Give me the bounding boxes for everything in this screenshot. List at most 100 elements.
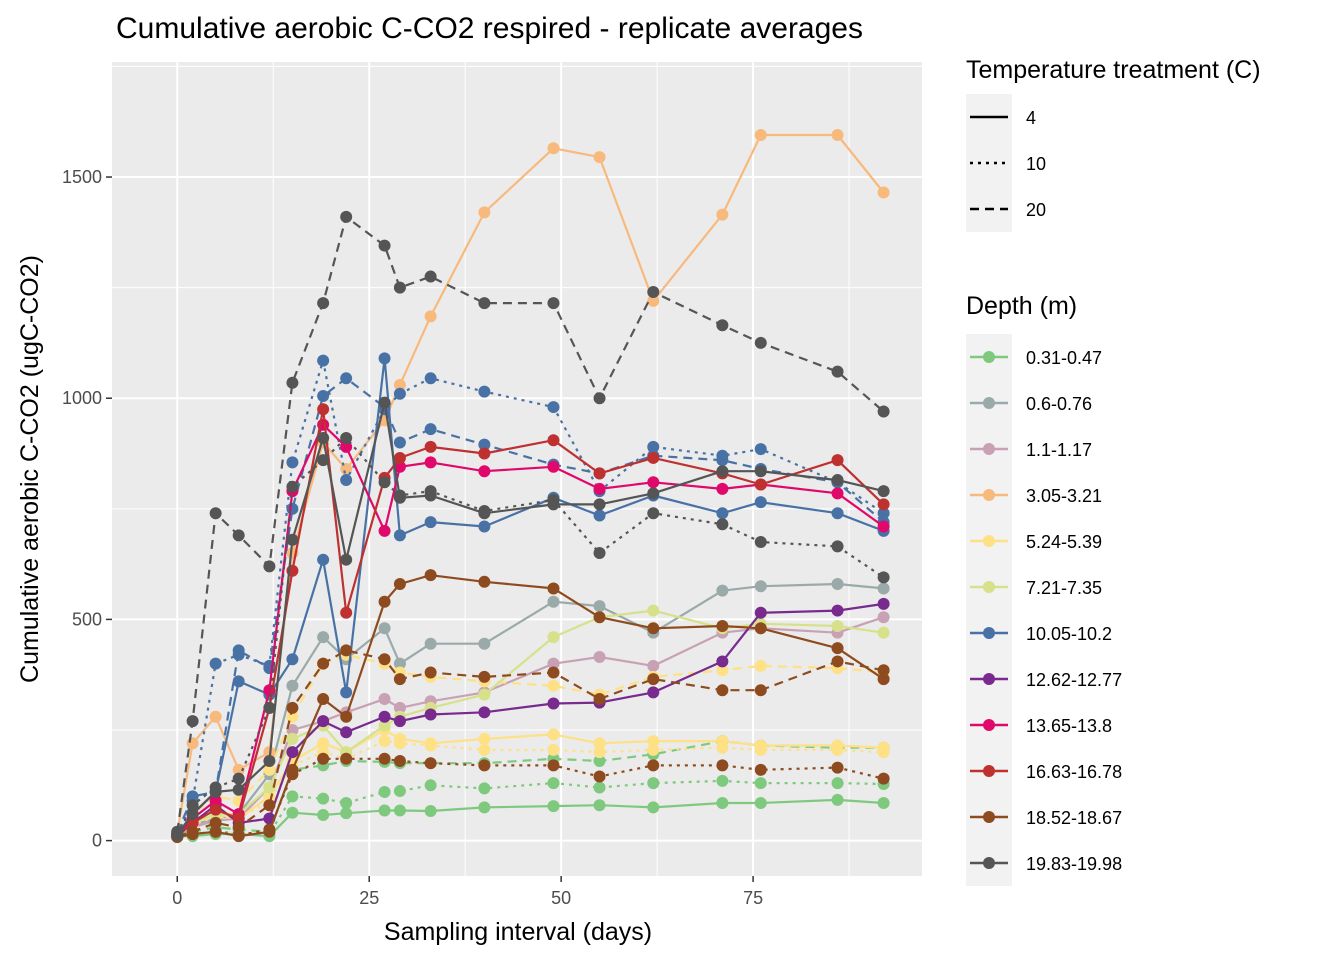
data-point [593, 781, 606, 794]
data-point [186, 715, 199, 728]
data-point [593, 547, 606, 560]
chart-title: Cumulative aerobic C-CO2 respired - repl… [116, 12, 863, 45]
data-point [340, 463, 353, 475]
data-point [478, 688, 491, 701]
data-point [593, 754, 606, 767]
x-tick-label: 75 [743, 888, 763, 908]
data-point [647, 801, 660, 814]
data-point [424, 516, 437, 529]
data-point [716, 482, 729, 495]
data-point [340, 644, 353, 657]
data-point [340, 553, 353, 566]
data-point [547, 582, 560, 595]
data-point [286, 790, 299, 803]
data-point [547, 460, 560, 473]
data-point [478, 801, 491, 814]
legend-depth-label: 12.62-12.77 [1026, 670, 1122, 690]
data-point [547, 697, 560, 710]
data-point [877, 405, 890, 418]
data-point [716, 507, 729, 520]
data-point [286, 502, 299, 515]
data-point [754, 622, 767, 635]
data-point [647, 659, 660, 672]
data-point [754, 606, 767, 619]
data-point [340, 432, 353, 445]
data-point [547, 493, 560, 506]
data-point [317, 432, 330, 445]
data-point [593, 498, 606, 511]
data-point [593, 509, 606, 522]
data-point [186, 799, 199, 812]
data-point [647, 735, 660, 748]
data-point [317, 808, 330, 821]
data-point [378, 476, 391, 489]
data-point [232, 812, 245, 825]
data-point [547, 777, 560, 790]
data-point [424, 779, 437, 792]
data-point [317, 390, 330, 403]
data-point [424, 485, 437, 498]
data-point [754, 478, 767, 491]
legend-depth-label: 5.24-5.39 [1026, 532, 1102, 552]
legend-depth-label: 0.31-0.47 [1026, 348, 1102, 368]
data-point [478, 465, 491, 478]
data-point [647, 451, 660, 464]
data-point [647, 507, 660, 520]
data-point [547, 595, 560, 608]
data-point [340, 710, 353, 723]
data-point [831, 793, 844, 806]
legend-depth: Depth (m) 0.31-0.47 0.6-0.76 1.1-1.17 3.05-… [966, 292, 1122, 886]
data-point [186, 737, 199, 750]
data-point [754, 336, 767, 349]
data-point [317, 657, 330, 670]
data-point [647, 487, 660, 500]
data-point [478, 759, 491, 772]
data-point [393, 281, 406, 294]
data-point [478, 782, 491, 795]
data-point [593, 693, 606, 706]
data-point [186, 825, 199, 838]
data-point [716, 664, 729, 677]
data-point [340, 606, 353, 619]
y-tick-label: 1000 [62, 388, 102, 408]
data-point [831, 743, 844, 756]
data-point [716, 759, 729, 772]
axis-layer: 0 25 50 75 0 500 1000 1500 [62, 167, 763, 908]
legend-color-key-point [983, 811, 995, 823]
legend-depth-label: 19.83-19.98 [1026, 854, 1122, 874]
data-point [393, 701, 406, 714]
data-point [286, 456, 299, 469]
data-point [424, 440, 437, 453]
data-point [393, 657, 406, 670]
data-point [340, 752, 353, 765]
legend-color-key-point [983, 581, 995, 593]
legend-depth-label: 18.52-18.67 [1026, 808, 1122, 828]
data-point [378, 719, 391, 732]
data-point [831, 620, 844, 633]
data-point [317, 715, 330, 728]
y-tick-label: 500 [72, 609, 102, 629]
data-point [547, 434, 560, 447]
data-point [186, 790, 199, 803]
data-point [647, 604, 660, 617]
data-point [171, 825, 184, 838]
data-point [593, 611, 606, 624]
data-point [393, 715, 406, 728]
legend-depth-label: 0.6-0.76 [1026, 394, 1092, 414]
data-point [547, 631, 560, 644]
data-point [831, 777, 844, 790]
data-point [209, 507, 222, 520]
data-point [286, 679, 299, 692]
data-point [378, 735, 391, 748]
data-point [716, 208, 729, 221]
data-point [317, 297, 330, 310]
data-point [478, 447, 491, 460]
data-point [393, 785, 406, 798]
data-point [593, 746, 606, 759]
data-point [478, 505, 491, 518]
data-point [378, 752, 391, 765]
legend-color-key-point [983, 351, 995, 363]
x-tick-label: 25 [359, 888, 379, 908]
data-point [478, 743, 491, 756]
data-point [263, 560, 276, 573]
